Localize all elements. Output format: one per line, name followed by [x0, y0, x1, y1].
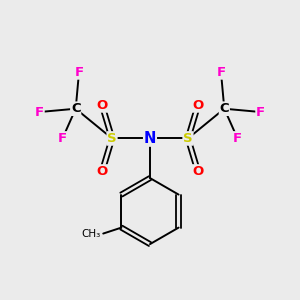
Text: CH₃: CH₃ [81, 229, 101, 238]
Text: S: S [183, 132, 193, 145]
Text: O: O [192, 99, 203, 112]
Text: F: F [233, 132, 242, 145]
Text: S: S [107, 132, 117, 145]
Text: N: N [144, 131, 156, 146]
Text: O: O [97, 99, 108, 112]
Text: F: F [58, 132, 67, 145]
Text: O: O [97, 165, 108, 178]
Text: O: O [192, 165, 203, 178]
Text: C: C [71, 102, 80, 115]
Text: F: F [216, 66, 226, 79]
Text: F: F [35, 106, 44, 118]
Text: F: F [74, 66, 84, 79]
Text: F: F [256, 106, 265, 118]
Text: C: C [220, 102, 229, 115]
